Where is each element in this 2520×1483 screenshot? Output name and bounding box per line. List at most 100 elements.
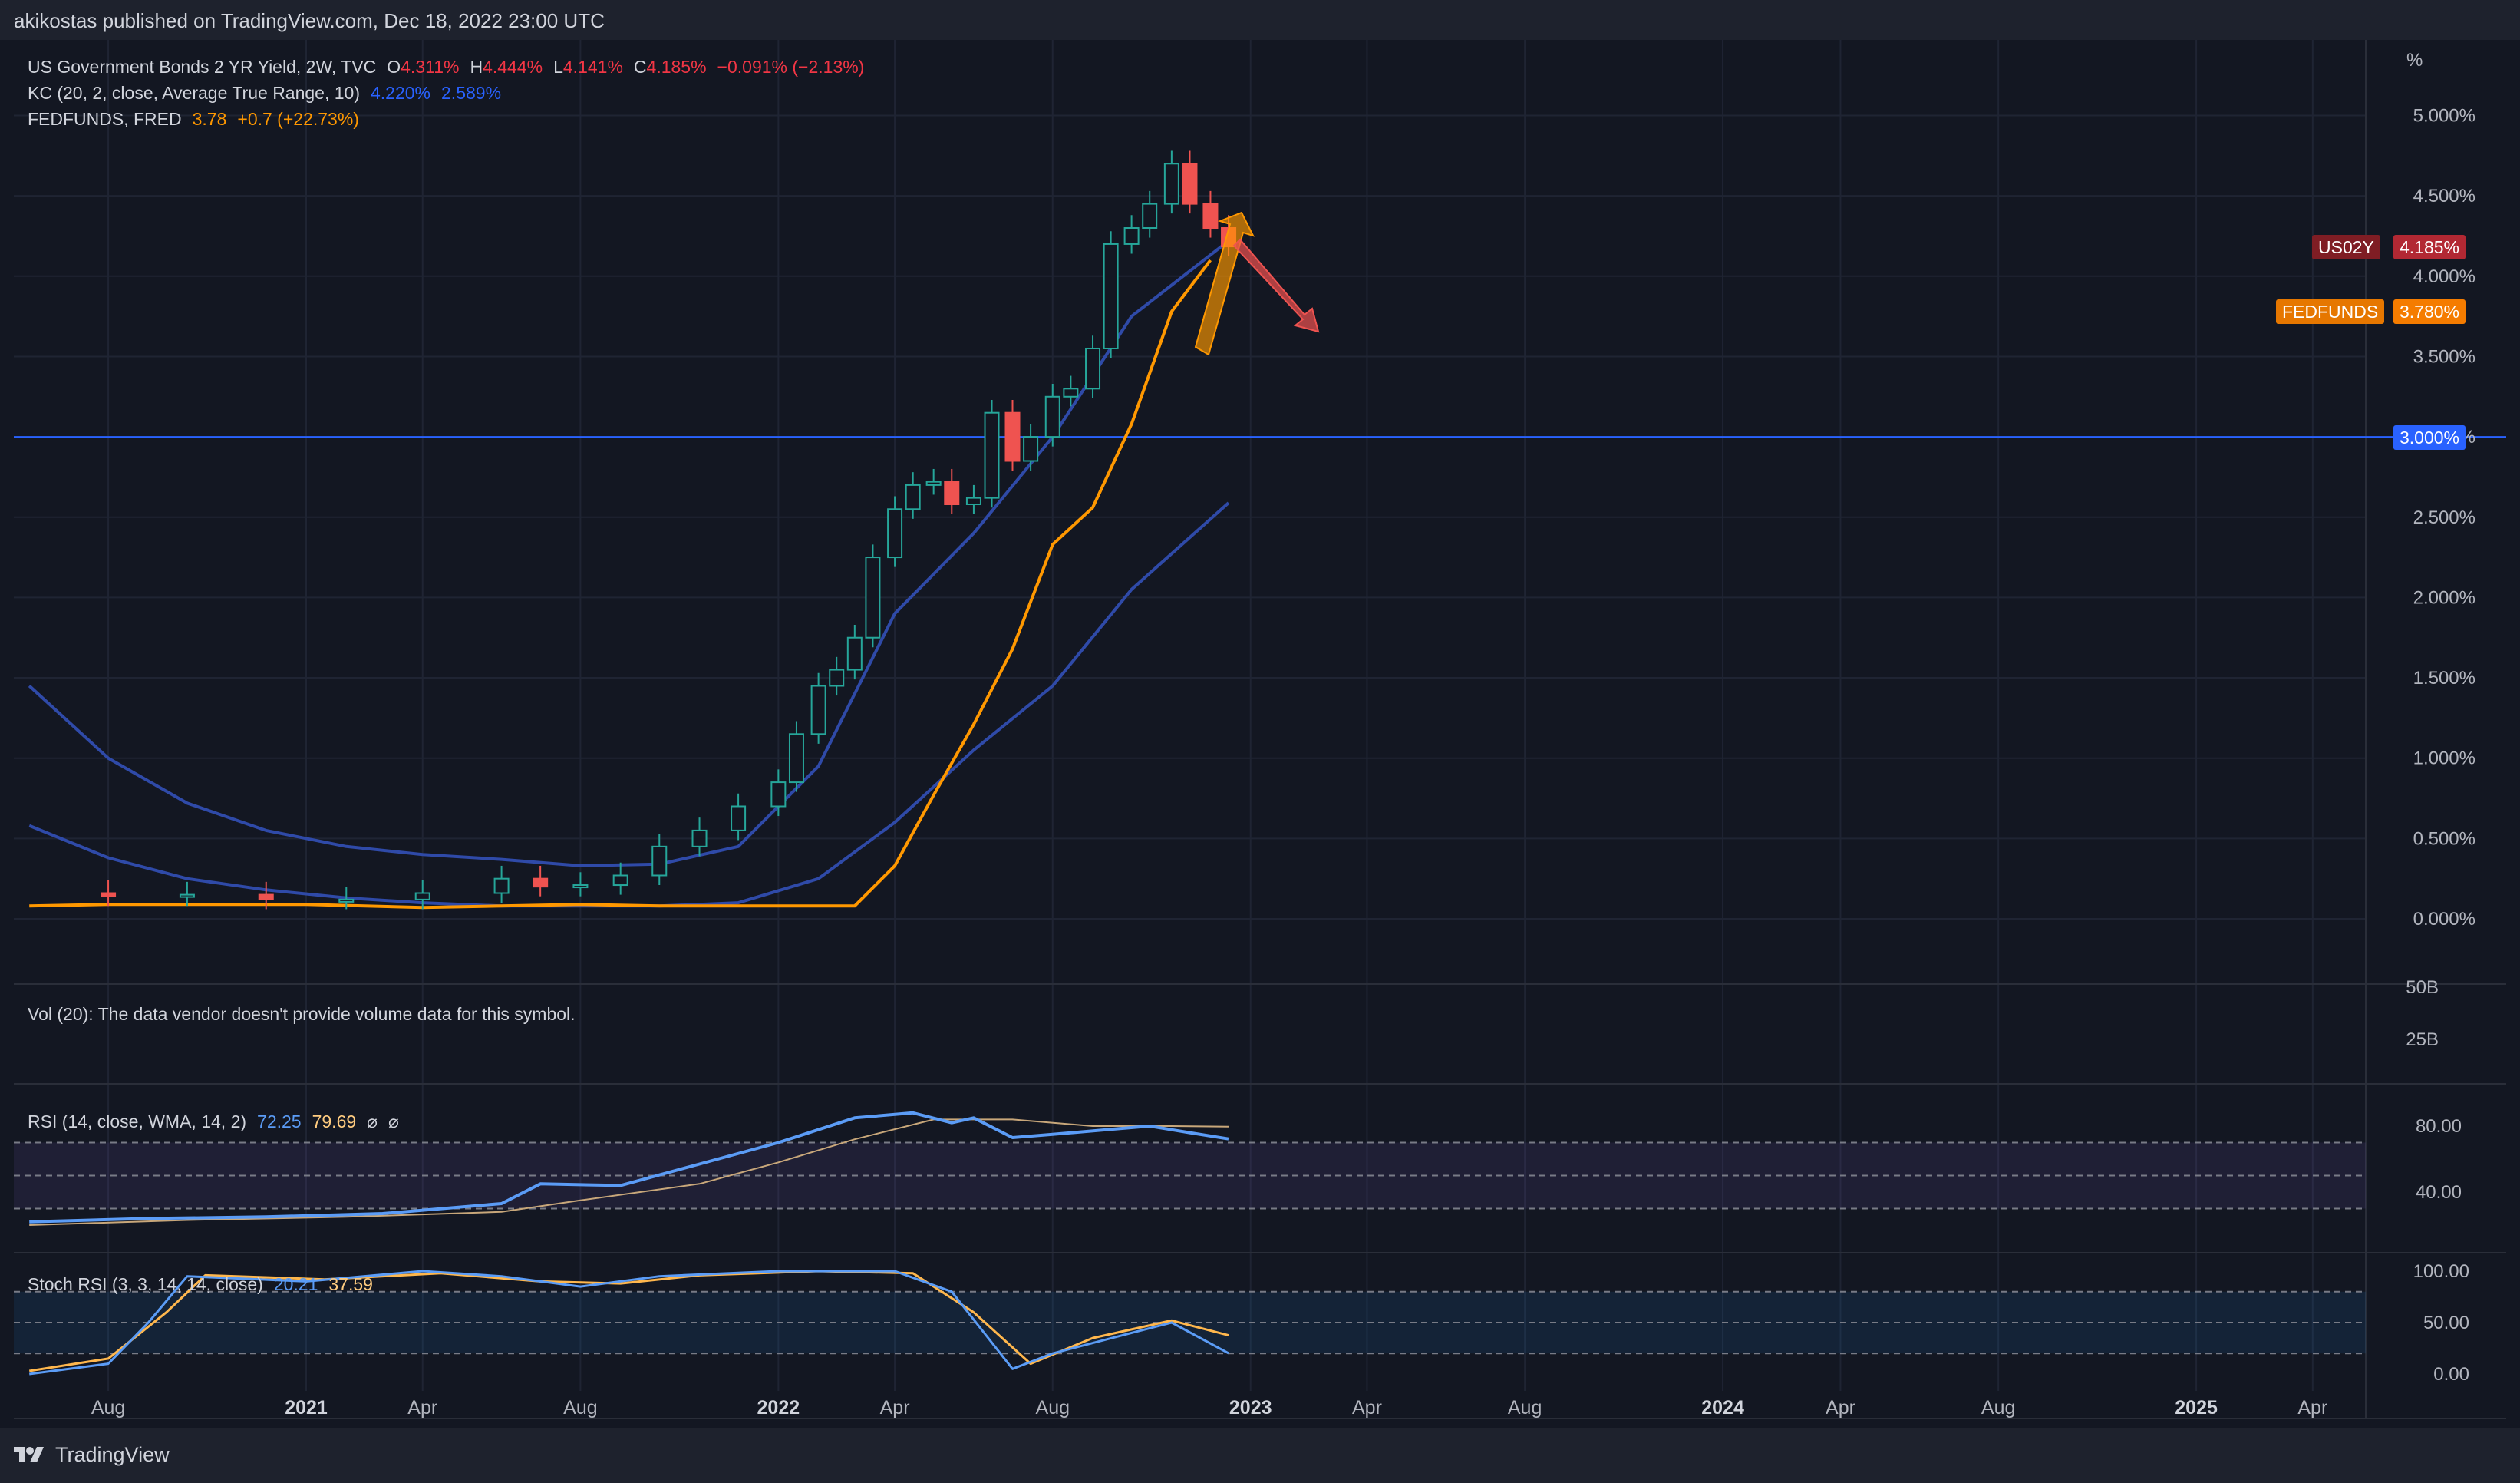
stoch-d-value: 37.59 <box>328 1274 373 1294</box>
kc-lower-line <box>28 501 1230 908</box>
fed-legend: FEDFUNDS, FRED 3.78 +0.7 (+22.73%) <box>28 109 370 130</box>
price-axis-tick-10: 0.000% <box>2413 909 2475 930</box>
high-value: 4.444% <box>483 57 543 77</box>
price-axis-unit: % <box>2406 50 2423 71</box>
fedfunds-line <box>29 259 1212 910</box>
main-legend: US Government Bonds 2 YR Yield, 2W, TVC O… <box>28 57 875 78</box>
candle-body-11 <box>691 829 708 847</box>
price-axis-tick-2: 4.000% <box>2413 266 2475 287</box>
red-down-arrow <box>1232 238 1320 333</box>
kc-legend: KC (20, 2, close, Average True Range, 10… <box>28 83 512 104</box>
fed-value: 3.78 <box>192 109 227 129</box>
candle-body-16 <box>829 669 845 687</box>
fed-change: +0.7 (+22.73%) <box>237 109 359 129</box>
candle-body-28 <box>1063 388 1079 398</box>
rsi-legend-title: RSI (14, close, WMA, 14, 2) <box>28 1111 247 1131</box>
rsi-empty-1: ⌀ <box>367 1111 378 1131</box>
candle-body-31 <box>1123 227 1140 245</box>
candle-body-7 <box>533 877 549 888</box>
candle-body-22 <box>944 481 960 506</box>
candle-body-19 <box>887 508 903 559</box>
time-axis-tick-11: Apr <box>1826 1397 1855 1419</box>
time-axis-tick-0: Aug <box>91 1397 125 1419</box>
chart-area[interactable]: 5.000% 4.500% 4.000% 3.500% 3.000% 2.500% 2.00… <box>14 40 2506 1428</box>
candle-body-21 <box>925 481 942 486</box>
time-axis-tick-7: 2023 <box>1229 1397 1272 1419</box>
candle-body-20 <box>905 484 921 510</box>
price-axis-tick-3: 3.500% <box>2413 346 2475 367</box>
rsi-axis-tick-1: 40.00 <box>2416 1182 2462 1203</box>
time-axis-tick-6: Aug <box>1036 1397 1070 1419</box>
candle-body-35 <box>1202 203 1219 230</box>
rsi-ma-value: 79.69 <box>312 1111 357 1131</box>
stoch-axis-tick-1: 50.00 <box>2423 1313 2469 1333</box>
time-axis-tick-1: 2021 <box>285 1397 328 1419</box>
us02y-name-tag: US02Y <box>2312 235 2380 259</box>
time-axis-tick-10: 2024 <box>1701 1397 1744 1419</box>
time-axis-tick-8: Apr <box>1352 1397 1382 1419</box>
candle-body-17 <box>846 636 863 671</box>
high-label: H <box>470 57 483 77</box>
candle-body-15 <box>810 685 826 735</box>
candle-body-33 <box>1163 163 1179 205</box>
hline-price-tag: 3.000% <box>2393 425 2466 450</box>
candle-body-14 <box>788 733 804 784</box>
kc-legend-title: KC (20, 2, close, Average True Range, 10… <box>28 83 360 103</box>
candle-body-2 <box>179 893 195 898</box>
time-axis-tick-9: Aug <box>1508 1397 1542 1419</box>
tradingview-brand[interactable]: TradingView <box>14 1443 170 1467</box>
publisher-text: akikostas published on TradingView.com, … <box>14 9 605 32</box>
time-axis-tick-3: Aug <box>563 1397 597 1419</box>
candle-body-34 <box>1182 163 1198 205</box>
fed-legend-title: FEDFUNDS, FRED <box>28 109 182 129</box>
candle-body-5 <box>414 892 430 900</box>
open-label: O <box>387 57 401 77</box>
price-axis-tick-5: 2.500% <box>2413 507 2475 528</box>
time-axis-tick-5: Apr <box>880 1397 910 1419</box>
rsi-axis-tick-0: 80.00 <box>2416 1116 2462 1137</box>
rsi-empty-2: ⌀ <box>388 1111 399 1131</box>
rsi-line <box>29 1111 1229 1224</box>
candle-body-4 <box>338 898 355 903</box>
price-axis-tick-9: 0.500% <box>2413 828 2475 849</box>
chart-canvas[interactable]: 5.000% 4.500% 4.000% 3.500% 3.000% 2.500% 2.00… <box>14 40 2506 1428</box>
time-axis-tick-2: Apr <box>407 1397 437 1419</box>
change-value: −0.091% (−2.13%) <box>717 57 865 77</box>
close-label: C <box>633 57 647 77</box>
candle-body-1 <box>101 892 117 897</box>
stoch-axis-tick-2: 0.00 <box>2433 1364 2469 1385</box>
publish-header: akikostas published on TradingView.com, … <box>0 0 2520 40</box>
candle-body-9 <box>612 874 628 887</box>
candle-body-3 <box>258 893 274 900</box>
volume-axis-tick-0: 50B <box>2406 977 2439 998</box>
stoch-legend-title: Stoch RSI (3, 3, 14, 14, close) <box>28 1274 263 1294</box>
stoch-legend: Stoch RSI (3, 3, 14, 14, close) 20.21 37.5… <box>28 1274 384 1295</box>
fed-price-tag: 3.780% <box>2393 299 2466 324</box>
candle-body-13 <box>770 781 787 808</box>
candle-body-25 <box>1004 411 1021 462</box>
footer-bar <box>0 1428 2520 1483</box>
time-axis-tick-13: 2025 <box>2175 1397 2218 1419</box>
candle-body-26 <box>1023 436 1039 462</box>
rsi-ma-line <box>29 1118 1229 1226</box>
rsi-value: 72.25 <box>257 1111 302 1131</box>
tradingview-logo-icon <box>14 1446 44 1462</box>
price-axis-tick-6: 2.000% <box>2413 587 2475 608</box>
kc-lower-value: 2.589% <box>441 83 502 103</box>
stoch-axis-tick-0: 100.00 <box>2413 1261 2469 1282</box>
candle-body-18 <box>865 557 881 639</box>
close-value: 4.185% <box>646 57 707 77</box>
stoch-k-line <box>29 1270 1229 1376</box>
brand-label: TradingView <box>55 1443 170 1466</box>
time-axis-tick-14: Apr <box>2297 1397 2327 1419</box>
candle-body-12 <box>731 805 747 831</box>
stoch-k-value: 20.21 <box>273 1274 318 1294</box>
time-axis-tick-4: 2022 <box>757 1397 800 1419</box>
candle-body-10 <box>651 845 668 877</box>
fed-name-tag: FEDFUNDS <box>2276 299 2385 324</box>
volume-legend: Vol (20): The data vendor doesn't provid… <box>28 1004 586 1025</box>
candle-body-23 <box>965 497 981 506</box>
candle-body-30 <box>1103 243 1119 349</box>
volume-axis-tick-1: 25B <box>2406 1029 2439 1050</box>
volume-legend-text: Vol (20): The data vendor doesn't provid… <box>28 1004 576 1024</box>
